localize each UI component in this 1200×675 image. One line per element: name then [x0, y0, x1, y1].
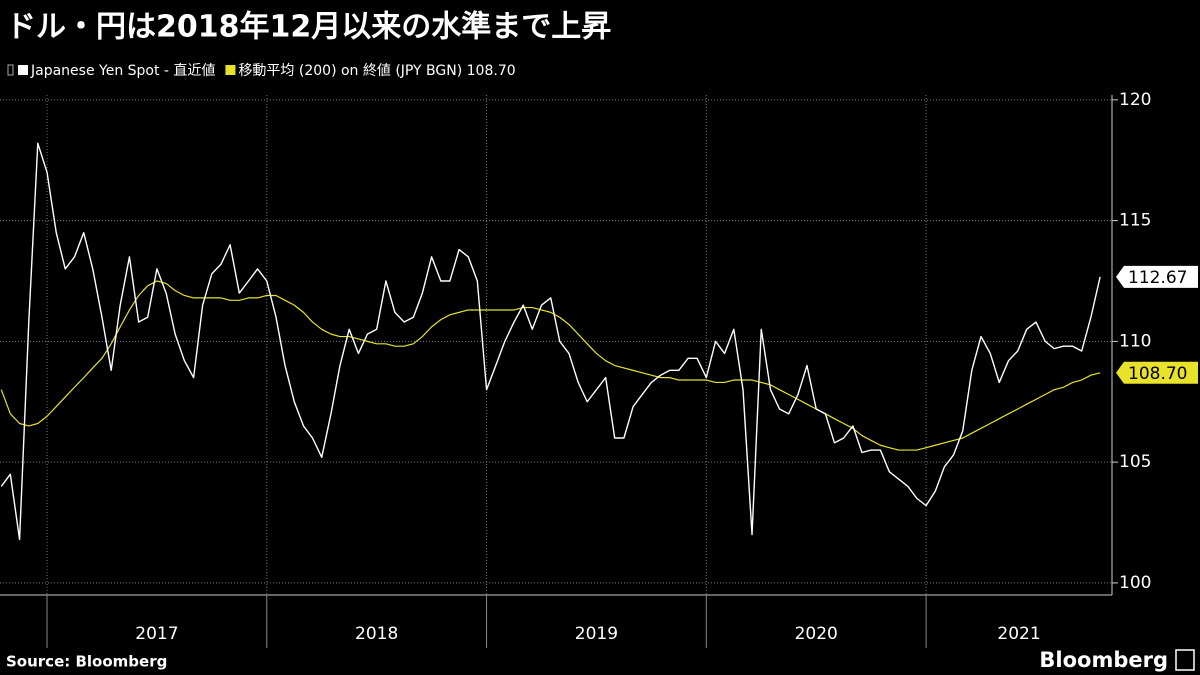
brand: Bloomberg [1039, 648, 1168, 672]
legend-label: Japanese Yen Spot - 直近値 [30, 62, 215, 79]
legend-label: 移動平均 (200) on 終値 (JPY BGN) 108.70 [238, 63, 515, 79]
y-tick-label: 105 [1119, 452, 1151, 472]
x-tick-label: 2021 [997, 624, 1040, 644]
x-tick-label: 2018 [355, 624, 398, 644]
y-tick-label: 115 [1119, 211, 1151, 231]
x-tick-label: 2017 [135, 624, 178, 644]
last-value-tag [1116, 361, 1198, 384]
source: Source: Bloomberg [6, 653, 167, 671]
last-value-tag [1116, 265, 1198, 288]
x-tick-label: 2020 [795, 624, 838, 644]
series-line [0, 142, 1101, 541]
y-tick-label: 120 [1119, 90, 1151, 110]
chart-title: ドル・円は2018年12月以来の水準まで上昇 [6, 10, 611, 45]
legend-swatch [225, 65, 236, 75]
y-tick-label: 110 [1119, 331, 1151, 351]
legend-swatch [18, 65, 28, 75]
series-line [0, 280, 1101, 451]
y-tick-label: 100 [1119, 573, 1151, 593]
last-value-label: 112.67 [1128, 268, 1187, 288]
legend-icon [7, 64, 14, 76]
brand-icon [1175, 649, 1195, 671]
last-value-label: 108.70 [1128, 364, 1187, 384]
x-tick-label: 2019 [575, 624, 618, 644]
